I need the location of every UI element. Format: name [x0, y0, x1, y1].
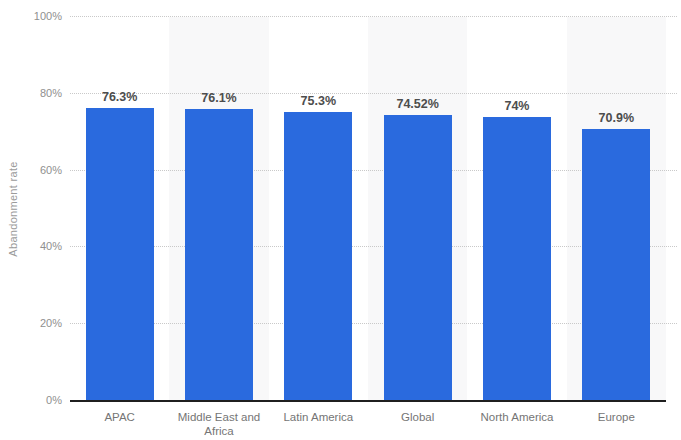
bar-chart: Abandonment rate 0% 20% 40% 60% 80% 100% 76.3%…	[0, 0, 681, 440]
x-axis-category-label: Middle East and Africa	[169, 410, 268, 438]
bar-value-label: 76.1%	[169, 91, 268, 105]
bar-middle-east-and-africa[interactable]	[185, 109, 253, 401]
y-tick-label: 40%	[0, 240, 62, 253]
bar-north-america[interactable]	[483, 117, 551, 401]
y-tick-label: 20%	[0, 317, 62, 330]
x-axis-category-label: Europe	[567, 410, 666, 424]
y-axis-title: Abandonment rate	[7, 134, 19, 284]
x-axis-category-label: APAC	[70, 410, 169, 424]
bar-global[interactable]	[384, 115, 452, 401]
x-axis-category-label: North America	[467, 410, 566, 424]
bar-latin-america[interactable]	[284, 112, 352, 401]
x-axis-category-label: Latin America	[269, 410, 368, 424]
bar-value-label: 70.9%	[567, 111, 666, 125]
y-tick-label: 0%	[0, 394, 62, 407]
bar-value-label: 76.3%	[70, 90, 169, 104]
y-tick-label: 80%	[0, 87, 62, 100]
y-tick-label: 60%	[0, 164, 62, 177]
bar-value-label: 74%	[467, 99, 566, 113]
bar-europe[interactable]	[582, 129, 650, 401]
y-tick-label: 100%	[0, 10, 62, 23]
x-axis-category-label: Global	[368, 410, 467, 424]
bar-value-label: 75.3%	[269, 94, 368, 108]
x-axis-baseline	[70, 400, 666, 402]
bar-apac[interactable]	[86, 108, 154, 401]
y-gridline	[70, 16, 677, 17]
bar-value-label: 74.52%	[368, 97, 467, 111]
